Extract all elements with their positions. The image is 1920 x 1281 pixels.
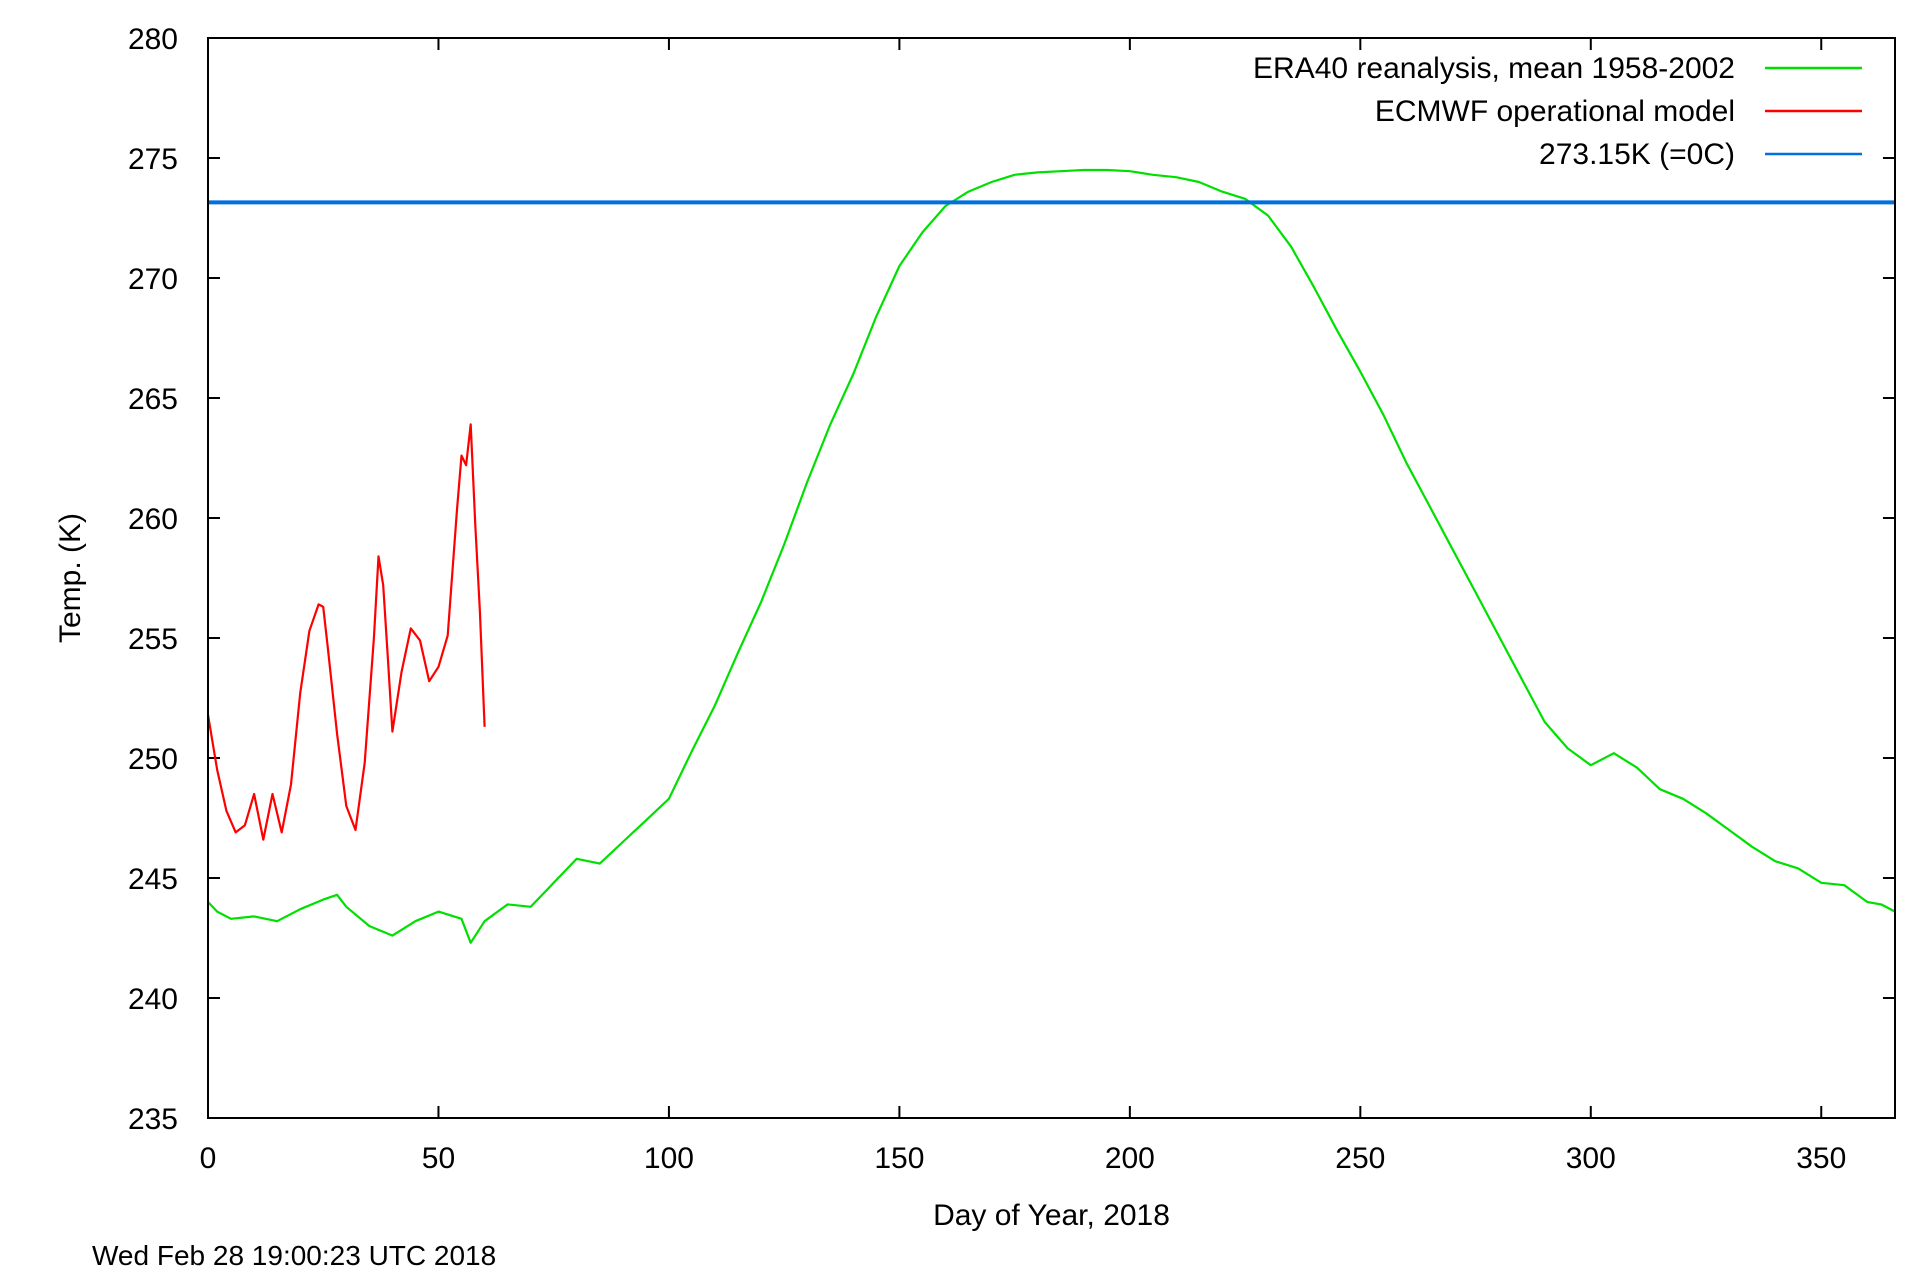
- legend-label-1: ECMWF operational model: [1375, 95, 1735, 128]
- legend-label-2: 273.15K (=0C): [1539, 138, 1735, 171]
- x-tick-label: 350: [1796, 1142, 1846, 1175]
- tick-labels: 0 50 100 150 200 250 300 350 235 240 245 250 255 260 2…: [128, 23, 1846, 1175]
- x-tick-label: 100: [644, 1142, 694, 1175]
- y-tick-label: 280: [128, 23, 178, 56]
- series-line-1: [206, 423, 486, 841]
- series-lines: [206, 168, 1896, 944]
- y-tick-label: 245: [128, 863, 178, 896]
- y-tick-label: 240: [128, 983, 178, 1016]
- y-axis-title: Temp. (K): [54, 513, 87, 643]
- y-tick-label: 260: [128, 503, 178, 536]
- y-tick-label: 235: [128, 1103, 178, 1136]
- plot-frame: [207, 37, 1896, 1119]
- x-axis-title: Day of Year, 2018: [933, 1199, 1170, 1232]
- axis-ticks: [207, 37, 1895, 1119]
- y-tick-label: 250: [128, 743, 178, 776]
- x-tick-label: 200: [1105, 1142, 1155, 1175]
- y-tick-label: 270: [128, 263, 178, 296]
- x-tick-label: 150: [874, 1142, 924, 1175]
- y-tick-label: 265: [128, 383, 178, 416]
- legend-label-0: ERA40 reanalysis, mean 1958-2002: [1253, 52, 1735, 85]
- x-tick-label: 300: [1566, 1142, 1616, 1175]
- series-line-0: [207, 168, 1896, 944]
- legend: ERA40 reanalysis, mean 1958-2002 ECMWF op…: [1253, 52, 1862, 171]
- footer-timestamp: Wed Feb 28 19:00:23 UTC 2018: [92, 1240, 496, 1271]
- x-tick-label: 50: [422, 1142, 455, 1175]
- y-tick-label: 275: [128, 143, 178, 176]
- x-tick-label: 0: [200, 1142, 217, 1175]
- y-tick-label: 255: [128, 623, 178, 656]
- x-tick-label: 250: [1335, 1142, 1385, 1175]
